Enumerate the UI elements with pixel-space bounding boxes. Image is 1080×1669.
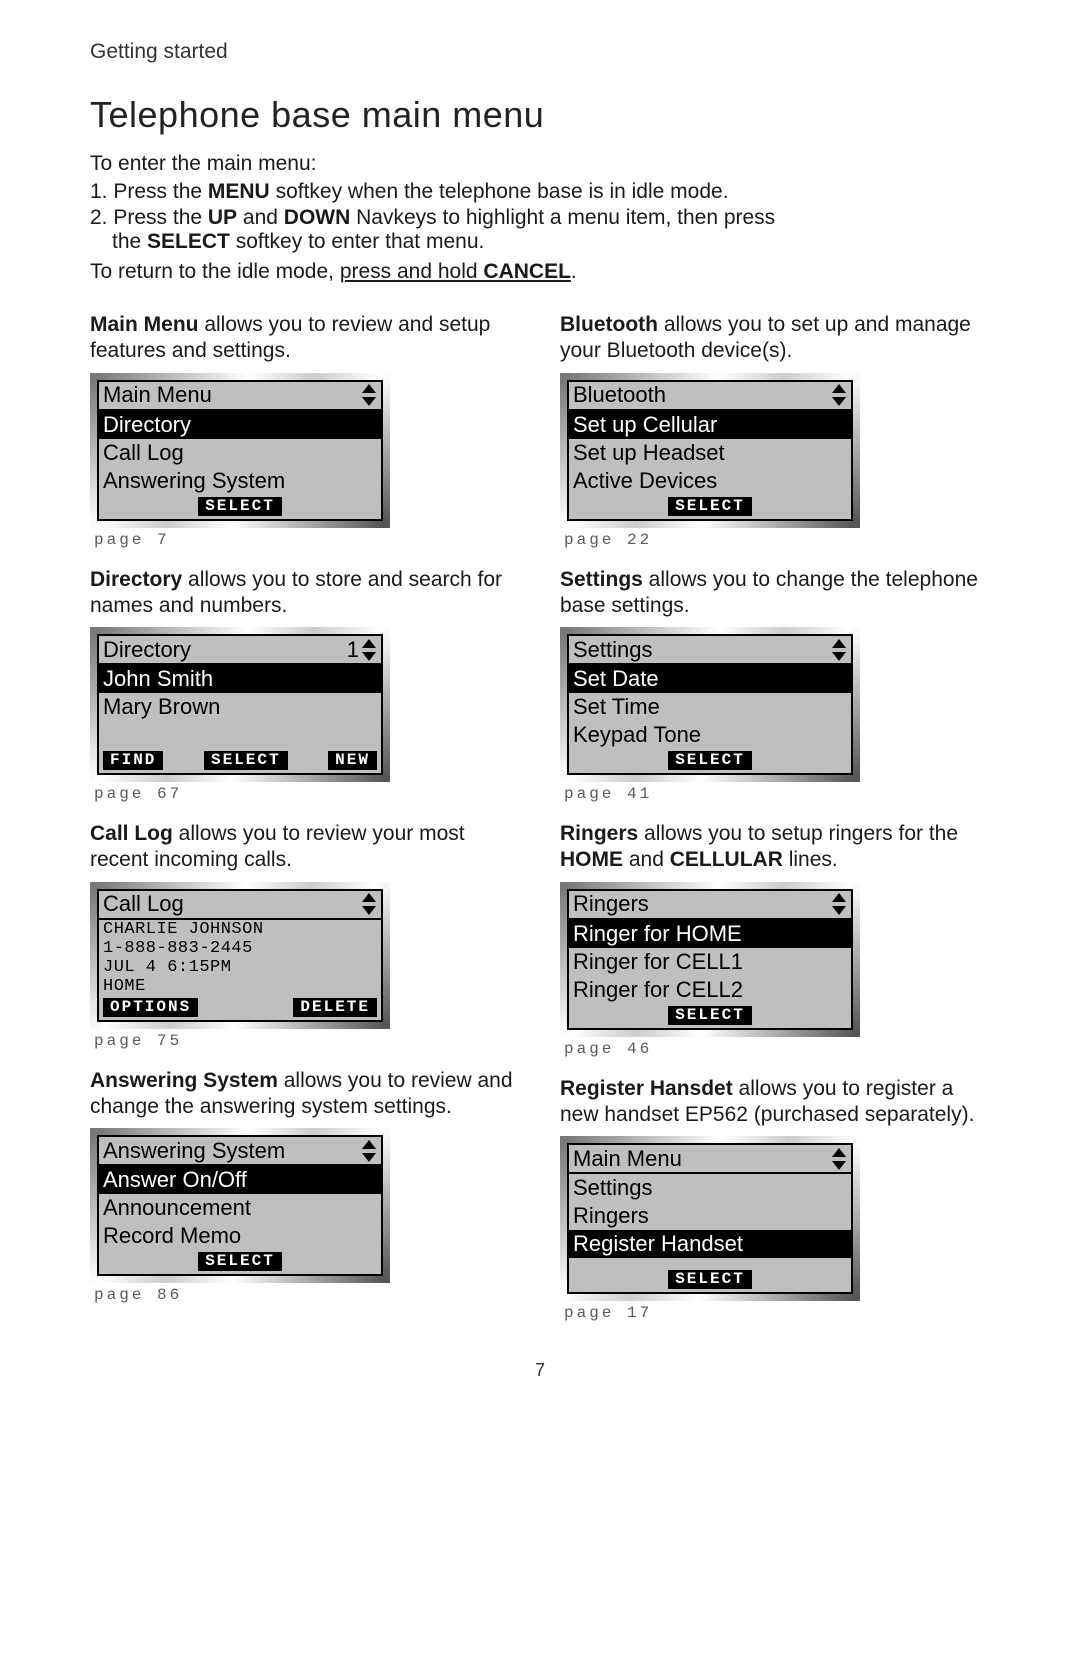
screen-title: Call Log [103, 891, 184, 917]
updown-icon [361, 639, 377, 661]
menu-item: Set Date [569, 665, 851, 693]
calllog-screen: Call Log CHARLIE JOHNSON 1-888-883-2445 … [90, 882, 390, 1029]
menu-item: Ringer for CELL1 [569, 948, 851, 976]
settings-screen: Settings Set Date Set Time Keypad Tone S… [560, 627, 860, 782]
menu-item: Announcement [99, 1194, 381, 1222]
register-screen: Main Menu Settings Ringers Register Hand… [560, 1136, 860, 1301]
page-ref: page 17 [564, 1304, 990, 1322]
menu-item: Ringer for HOME [569, 920, 851, 948]
ringers-desc: Ringers allows you to setup ringers for … [560, 821, 990, 874]
bluetooth-desc: Bluetooth allows you to set up and manag… [560, 312, 990, 365]
menu-item: Call Log [99, 439, 381, 467]
left-column: Main Menu allows you to review and setup… [90, 312, 520, 1340]
softkey: SELECT [668, 497, 752, 516]
menu-item: Keypad Tone [569, 721, 851, 749]
main-menu-screen: Main Menu Directory Call Log Answering S… [90, 373, 390, 528]
menu-item: Answer On/Off [99, 1166, 381, 1194]
softkey: SELECT [198, 497, 282, 516]
page-ref: page 41 [564, 785, 990, 803]
menu-item: John Smith [99, 665, 381, 693]
updown-icon [831, 384, 847, 406]
menu-item: Record Memo [99, 1222, 381, 1250]
menu-item: Register Handset [569, 1230, 851, 1258]
calllog-desc: Call Log allows you to review your most … [90, 821, 520, 874]
menu-item: Set up Headset [569, 439, 851, 467]
softkey: SELECT [668, 1270, 752, 1289]
screen-title: Ringers [573, 891, 649, 917]
directory-desc: Directory allows you to store and search… [90, 567, 520, 620]
updown-icon [831, 893, 847, 915]
updown-icon [361, 893, 377, 915]
menu-item: Mary Brown [99, 693, 381, 721]
updown-icon [831, 1148, 847, 1170]
menu-item: Settings [569, 1174, 851, 1202]
updown-icon [361, 384, 377, 406]
page-ref: page 86 [94, 1286, 520, 1304]
section-label: Getting started [90, 40, 990, 64]
right-column: Bluetooth allows you to set up and manag… [560, 312, 990, 1340]
return-line: To return to the idle mode, press and ho… [90, 260, 990, 284]
softkey: SELECT [668, 751, 752, 770]
menu-item: Set Time [569, 693, 851, 721]
settings-desc: Settings allows you to change the teleph… [560, 567, 990, 620]
screen-title: Bluetooth [573, 382, 666, 408]
page-ref: page 22 [564, 531, 990, 549]
screen-title: Main Menu [103, 382, 212, 408]
answering-screen: Answering System Answer On/Off Announcem… [90, 1128, 390, 1283]
page-title: Telephone base main menu [90, 94, 990, 136]
softkey: SELECT [198, 1252, 282, 1271]
menu-item: Answering System [99, 467, 381, 495]
softkey: SELECT [204, 751, 288, 770]
lcd-line: CHARLIE JOHNSON [99, 920, 381, 939]
register-desc: Register Hansdet allows you to register … [560, 1076, 990, 1129]
intro-line: To enter the main menu: [90, 152, 990, 176]
page-ref: page 75 [94, 1032, 520, 1050]
lcd-line: 1-888-883-2445 [99, 939, 381, 958]
page-ref: page 67 [94, 785, 520, 803]
softkey: FIND [103, 751, 163, 770]
lcd-line: JUL 4 6:15PM [99, 958, 381, 977]
softkey: NEW [328, 751, 377, 770]
page-ref: page 46 [564, 1040, 990, 1058]
lcd-line: HOME [99, 977, 381, 996]
step-1: 1. Press the MENU softkey when the telep… [90, 180, 990, 204]
softkey: SELECT [668, 1006, 752, 1025]
screen-title: Directory [103, 637, 191, 663]
softkey: DELETE [293, 998, 377, 1017]
screen-title: Settings [573, 637, 653, 663]
main-menu-desc: Main Menu allows you to review and setup… [90, 312, 520, 365]
directory-screen: Directory 1 John Smith Mary Brown FIND S… [90, 627, 390, 782]
ringers-screen: Ringers Ringer for HOME Ringer for CELL1… [560, 882, 860, 1037]
menu-item: Ringer for CELL2 [569, 976, 851, 1004]
menu-item: Active Devices [569, 467, 851, 495]
menu-item: Set up Cellular [569, 411, 851, 439]
page-ref: page 7 [94, 531, 520, 549]
screen-title: Main Menu [573, 1146, 682, 1172]
menu-item: Directory [99, 411, 381, 439]
updown-icon [831, 639, 847, 661]
page-number: 7 [90, 1360, 990, 1381]
softkey: OPTIONS [103, 998, 198, 1017]
answering-desc: Answering System allows you to review an… [90, 1068, 520, 1121]
step-2: 2. Press the UP and DOWN Navkeys to high… [90, 206, 990, 254]
screen-title: Answering System [103, 1138, 285, 1164]
updown-icon [361, 1140, 377, 1162]
menu-item: Ringers [569, 1202, 851, 1230]
bluetooth-screen: Bluetooth Set up Cellular Set up Headset… [560, 373, 860, 528]
